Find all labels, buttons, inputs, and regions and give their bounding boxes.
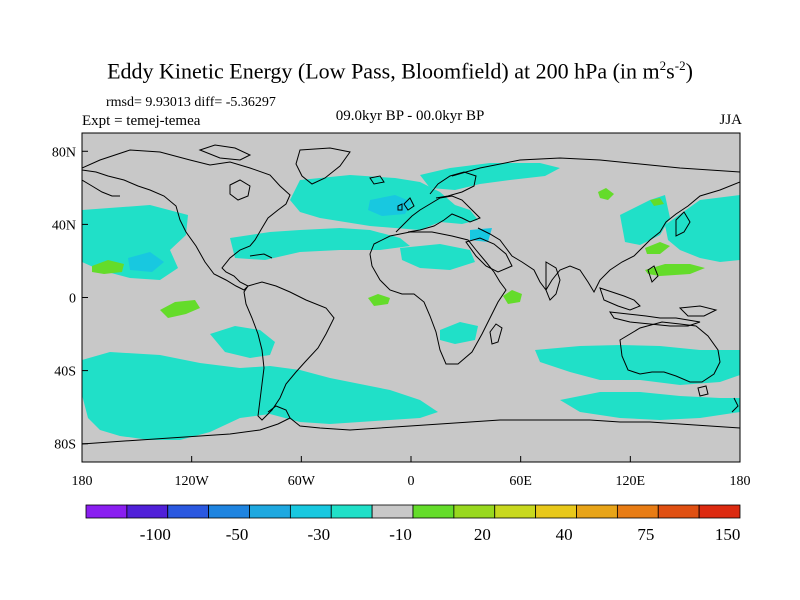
colorbar-swatch (576, 504, 618, 519)
coast-new-guinea (678, 305, 718, 317)
coast-north-america (82, 149, 291, 291)
coast-europe (395, 195, 481, 233)
positive-region (645, 242, 670, 254)
coast-australia (619, 321, 721, 383)
map-title: Eddy Kinetic Energy (Low Pass, Bloomfiel… (107, 58, 693, 84)
coast-antarctica (82, 417, 740, 445)
colorbar-swatch (616, 504, 659, 519)
x-tick-label: 120E (616, 474, 646, 489)
colorbar-label: 40 (556, 525, 573, 544)
anomaly-region (230, 228, 410, 260)
coast-africa (369, 231, 507, 365)
anomaly-region (560, 392, 740, 420)
positive-region (160, 300, 200, 318)
x-tick-label: 120W (175, 474, 210, 489)
positive-region (503, 290, 522, 304)
colorbar-swatch (85, 504, 128, 519)
coastlines (82, 144, 740, 445)
anomaly-region (620, 195, 670, 245)
experiment-label: Expt = temej-temea (82, 113, 201, 129)
colorbar-swatch (249, 504, 291, 519)
positive-anomaly-regions (92, 188, 705, 318)
positive-region (650, 198, 664, 206)
colorbar-swatch (535, 504, 577, 519)
x-tick-label: 60E (509, 474, 532, 489)
coast-british-isles (397, 197, 415, 211)
coast-japan (675, 211, 691, 237)
coast-greenland (295, 147, 351, 185)
coast-indonesia (608, 311, 701, 327)
coast-philippines (647, 265, 659, 283)
y-tick-label: 80N (52, 145, 76, 160)
coast-tasmania (697, 385, 709, 397)
colorbar-swatch (167, 504, 210, 519)
y-tick-label: 0 (69, 292, 76, 307)
coast-scandinavia (429, 171, 477, 199)
coast-antarctic-peninsula (267, 405, 291, 419)
anomaly-region (535, 345, 740, 385)
colorbar-label: -100 (140, 525, 171, 544)
colorbar-label: -10 (389, 525, 412, 544)
colorbar-label: 75 (637, 525, 654, 544)
coast-cuba (249, 253, 273, 259)
coast-india (545, 261, 561, 301)
coast-southeast-asia (599, 287, 641, 311)
period-label: 09.0kyr BP - 00.0kyr BP (335, 108, 485, 124)
season-label: JJA (719, 112, 742, 128)
colorbar-label: -50 (226, 525, 249, 544)
map-plot-area (82, 133, 740, 462)
anomaly-core (470, 228, 492, 242)
anomaly-region (420, 163, 560, 190)
coast-canada-islands (198, 144, 252, 161)
colorbar-swatch (657, 504, 700, 519)
positive-region (645, 264, 705, 276)
colorbar-swatch (208, 504, 250, 519)
colorbar-swatch (289, 504, 332, 519)
colorbar-swatch (371, 504, 414, 519)
stats-text: rmsd= 9.93013 diff= -5.36297 (106, 95, 276, 110)
y-tick-label: 80S (54, 438, 76, 453)
x-tick-label: 180 (72, 474, 93, 489)
colorbar-swatch (126, 504, 169, 519)
positive-region (368, 294, 390, 306)
x-tick-label: 60W (288, 474, 316, 489)
coast-iceland (369, 175, 385, 185)
anomaly-region (400, 244, 475, 270)
anomaly-core (128, 252, 164, 272)
colorbar-swatch (330, 504, 373, 519)
negative-anomaly-cores (128, 195, 492, 272)
positive-region (92, 260, 124, 274)
colorbar-swatch (698, 504, 741, 519)
colorbar-swatch (494, 504, 537, 519)
colorbar: -100 -50 -30 -10 20 40 75 150 (85, 504, 741, 544)
colorbar-label: 150 (715, 525, 741, 544)
colorbar-swatch (453, 504, 496, 519)
x-tick-label: 0 (408, 474, 415, 489)
coast-arabia (465, 237, 513, 273)
coast-madagascar (489, 323, 503, 345)
coast-south-america (243, 281, 335, 421)
colorbar-swatch (412, 504, 455, 519)
y-tick-label: 40S (54, 365, 76, 380)
positive-region (598, 188, 614, 200)
colorbar-label: 20 (474, 525, 491, 544)
x-tick-label: 180 (730, 474, 751, 489)
anomaly-region (440, 322, 478, 344)
anomaly-core (368, 195, 412, 216)
anomaly-region (210, 326, 275, 358)
coast-asia (451, 157, 740, 294)
coast-alaska (82, 179, 120, 197)
coast-new-zealand (731, 397, 739, 413)
map-axes: 180 120W 60W 0 60E 120E 180 80N 40N 0 40S 80S (52, 145, 751, 489)
y-tick-label: 40N (52, 218, 76, 233)
colorbar-label: -30 (307, 525, 330, 544)
coast-hudson-bay (229, 179, 251, 201)
